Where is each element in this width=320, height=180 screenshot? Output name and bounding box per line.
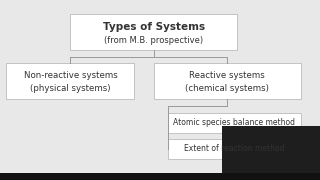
Text: (chemical systems): (chemical systems) — [185, 84, 269, 93]
FancyBboxPatch shape — [154, 63, 301, 99]
FancyBboxPatch shape — [0, 173, 320, 180]
Text: Reactive systems: Reactive systems — [189, 71, 265, 80]
FancyBboxPatch shape — [222, 126, 320, 180]
FancyBboxPatch shape — [168, 139, 301, 159]
Text: Types of Systems: Types of Systems — [102, 22, 205, 32]
Text: Non-reactive systems: Non-reactive systems — [24, 71, 117, 80]
FancyBboxPatch shape — [6, 63, 134, 99]
Text: (from M.B. prospective): (from M.B. prospective) — [104, 36, 203, 45]
FancyBboxPatch shape — [168, 112, 301, 133]
Text: Atomic species balance method: Atomic species balance method — [173, 118, 295, 127]
Text: Extent of reaction method: Extent of reaction method — [184, 144, 285, 153]
Text: (physical systems): (physical systems) — [30, 84, 111, 93]
FancyBboxPatch shape — [70, 14, 237, 50]
